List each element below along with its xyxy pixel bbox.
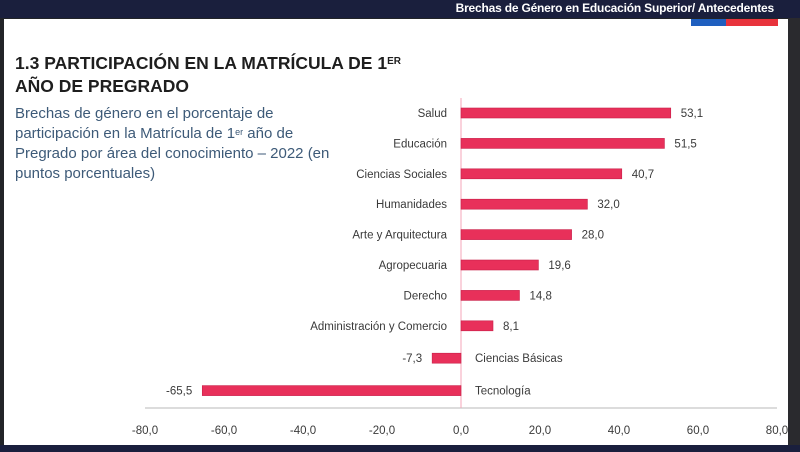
bar xyxy=(460,320,494,332)
bar xyxy=(460,229,572,240)
data-label: 40,7 xyxy=(632,169,654,181)
subtitle-part2: año de Pregrado por área del conocimient… xyxy=(15,125,330,182)
bar xyxy=(460,259,539,271)
bottom-bar xyxy=(0,445,800,452)
category-label: Derecho xyxy=(404,290,447,302)
bar xyxy=(460,290,520,301)
x-tick-label: -20,0 xyxy=(369,425,395,437)
x-tick-label: 60,0 xyxy=(687,425,709,437)
category-label: Arte y Arquitectura xyxy=(352,230,447,242)
data-label: 51,5 xyxy=(674,138,696,150)
category-label: Administración y Comercio xyxy=(310,321,447,333)
right-edge xyxy=(788,18,800,445)
subtitle-superscript: er xyxy=(235,127,244,137)
data-label: -65,5 xyxy=(166,386,192,398)
category-label: Agropecuaria xyxy=(379,260,448,272)
x-tick-label: 0,0 xyxy=(453,425,469,437)
flag-stripe-red xyxy=(726,19,778,26)
top-header-bar: Brechas de Género en Educación Superior/… xyxy=(0,0,800,18)
category-label: Humanidades xyxy=(376,199,447,211)
data-label: 53,1 xyxy=(681,108,703,120)
x-tick-label: -80,0 xyxy=(132,425,158,437)
data-label: 19,6 xyxy=(548,260,570,272)
heading-main: 1.3 PARTICIPACIÓN EN LA MATRÍCULA DE 1 xyxy=(15,53,388,73)
bar xyxy=(460,107,672,119)
category-label: Tecnología xyxy=(475,386,531,398)
category-label: Salud xyxy=(418,108,447,120)
x-tick-label: 20,0 xyxy=(529,425,551,437)
bar xyxy=(201,385,462,396)
slide-heading: 1.3 PARTICIPACIÓN EN LA MATRÍCULA DE 1ER… xyxy=(15,52,435,98)
heading-superscript: ER xyxy=(387,56,401,67)
data-label: -7,3 xyxy=(402,353,422,365)
subtitle-part1: Brechas de género en el porcentaje de pa… xyxy=(15,105,274,142)
header-title: Brechas de Género en Educación Superior/… xyxy=(455,1,775,15)
x-tick-label: -40,0 xyxy=(290,425,316,437)
category-label: Educación xyxy=(393,138,447,150)
data-label: 8,1 xyxy=(503,321,519,333)
bar xyxy=(460,138,665,149)
flag-stripe-blue xyxy=(691,19,726,26)
x-tick-label: -60,0 xyxy=(211,425,237,437)
data-label: 32,0 xyxy=(597,199,619,211)
heading-line2: AÑO DE PREGRADO xyxy=(15,76,190,96)
x-tick-label: 80,0 xyxy=(766,425,788,437)
category-label: Ciencias Sociales xyxy=(356,169,447,181)
data-label: 14,8 xyxy=(529,290,551,302)
slide xyxy=(4,19,788,445)
x-tick-label: 40,0 xyxy=(608,425,630,437)
category-label: Ciencias Básicas xyxy=(475,353,563,365)
data-label: 28,0 xyxy=(582,230,604,242)
bar xyxy=(431,352,462,364)
bar xyxy=(460,198,588,210)
chart-subtitle: Brechas de género en el porcentaje de pa… xyxy=(15,104,335,184)
bar xyxy=(460,168,623,180)
